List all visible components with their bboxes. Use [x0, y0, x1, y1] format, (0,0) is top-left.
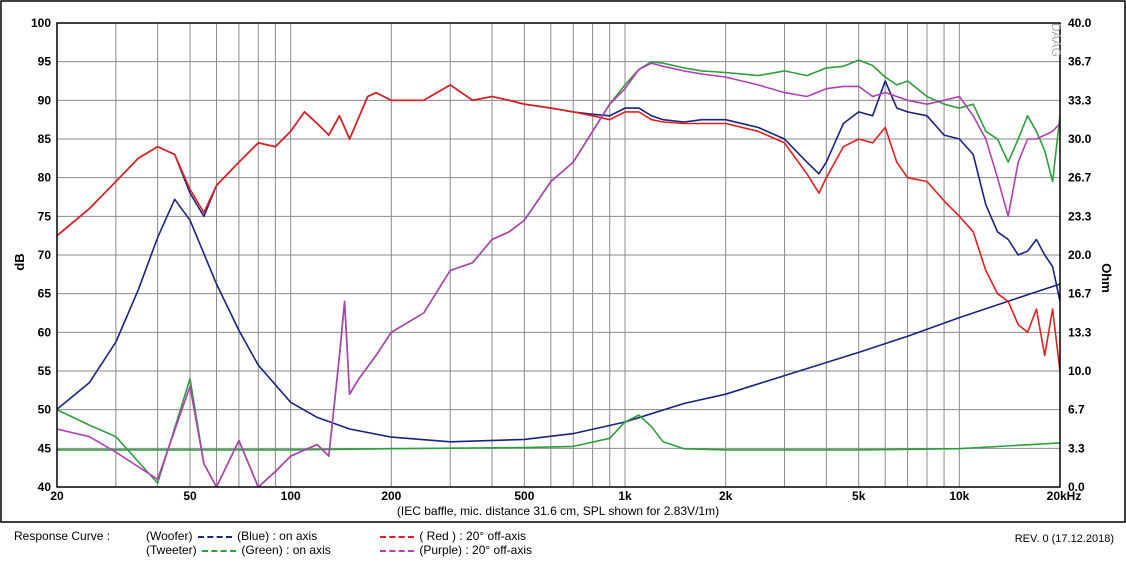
legend-row-woofer: (Woofer) (Blue) : on axis — [146, 529, 317, 543]
legend-swatch-blue — [197, 535, 232, 538]
y2-tick-label: 40.0 — [1068, 16, 1092, 30]
y-tick-label: 50 — [38, 403, 52, 417]
curve-group — [57, 59, 1060, 487]
legend-desc: : 20° off-axis — [459, 529, 526, 543]
y-tick-label: 85 — [38, 132, 52, 146]
y2-tick-label: 16.7 — [1068, 286, 1092, 300]
legend-swatch-red — [380, 535, 414, 538]
legend-swatch-green — [202, 549, 237, 552]
x-tick-label: 20kHz — [1047, 489, 1082, 503]
y2-tick-label: 30.0 — [1068, 132, 1092, 146]
x-tick-label: 100 — [281, 489, 301, 503]
legend-name: (Green) — [241, 543, 283, 557]
legend-name: (Blue) — [237, 529, 270, 543]
y-tick-label: 90 — [38, 93, 52, 107]
legend-name: ( Red ) — [419, 529, 457, 543]
y2-tick-label: 20.0 — [1068, 248, 1092, 262]
y-tick-label: 100 — [31, 16, 51, 30]
y2-axis-label: Ohm — [1099, 263, 1114, 293]
legend-driver: (Woofer) — [146, 529, 193, 543]
y2-tick-label: 6.7 — [1068, 402, 1085, 416]
revision-label: REV. 0 (17.12.2018) — [1014, 533, 1114, 545]
x-tick-label: 50 — [183, 489, 197, 503]
y-axis-label: dB — [12, 253, 27, 270]
y-tick-label: 80 — [38, 171, 52, 185]
x-tick-labels: 20 50 100 200 500 1k 2k 5k 10k 20kHz — [50, 489, 1081, 503]
x-tick-label: 10k — [949, 489, 969, 503]
y-tick-label: 70 — [38, 248, 52, 262]
x-tick-label: 1k — [618, 489, 632, 503]
plot-border — [56, 22, 1061, 488]
x-tick-label: 500 — [514, 489, 534, 503]
y2-tick-label: 23.3 — [1068, 210, 1092, 224]
y2-tick-label: 10.0 — [1068, 364, 1092, 378]
y-tick-label: 60 — [38, 325, 52, 339]
y2-tick-label: 13.3 — [1068, 326, 1092, 340]
y2-tick-labels: 40.0 36.7 33.3 30.0 26.7 23.3 20.0 16.7 13.3 10.0… — [1068, 16, 1092, 494]
legend-desc: : on axis — [272, 529, 318, 543]
series-tweeter-20deg — [57, 62, 1060, 487]
y2-tick-label: 3.3 — [1068, 442, 1085, 456]
legend-desc: : 20° off-axis — [465, 543, 532, 557]
chart-curves — [57, 59, 1060, 487]
legend-desc: : on axis — [286, 543, 331, 557]
legend-title: Response Curve : — [14, 529, 111, 543]
series-woofer-20deg — [57, 84, 1060, 372]
y-tick-label: 40 — [38, 480, 52, 494]
series-woofer-impedance — [57, 198, 1060, 443]
x-tick-label: 200 — [381, 489, 401, 503]
legend-row-woofer-offaxis: ( Red ) : 20° off-axis — [378, 529, 526, 543]
series-tweeter-impedance — [57, 414, 1060, 451]
watermark: DAAG — [1049, 23, 1063, 57]
y-tick-label: 95 — [38, 55, 52, 69]
y-tick-label: 75 — [38, 209, 52, 223]
y-tick-label: 65 — [38, 287, 52, 301]
x-tick-label: 20 — [50, 489, 64, 503]
x-tick-label: 2k — [719, 489, 733, 503]
legend-driver: (Tweeter) — [146, 543, 197, 557]
chart-caption: (IEC baffle, mic. distance 31.6 cm, SPL … — [397, 504, 719, 518]
y-tick-label: 45 — [38, 441, 52, 455]
y2-tick-label: 33.3 — [1068, 94, 1092, 108]
legend-swatch-purple — [380, 549, 414, 552]
y2-tick-label: 26.7 — [1068, 170, 1092, 184]
legend-row-tweeter: (Tweeter) (Green) : on axis — [146, 543, 331, 557]
legend-row-tweeter-offaxis: (Purple) : 20° off-axis — [378, 543, 532, 557]
y-tick-label: 55 — [38, 364, 52, 378]
x-tick-label: 5k — [852, 489, 866, 503]
y2-tick-label: 36.7 — [1068, 54, 1092, 68]
legend-name: (Purple) — [419, 543, 463, 557]
y2-tick-label: 0.0 — [1068, 480, 1085, 494]
y-tick-labels: 100 95 90 85 80 75 70 65 60 55 50 45 40 — [31, 16, 51, 494]
